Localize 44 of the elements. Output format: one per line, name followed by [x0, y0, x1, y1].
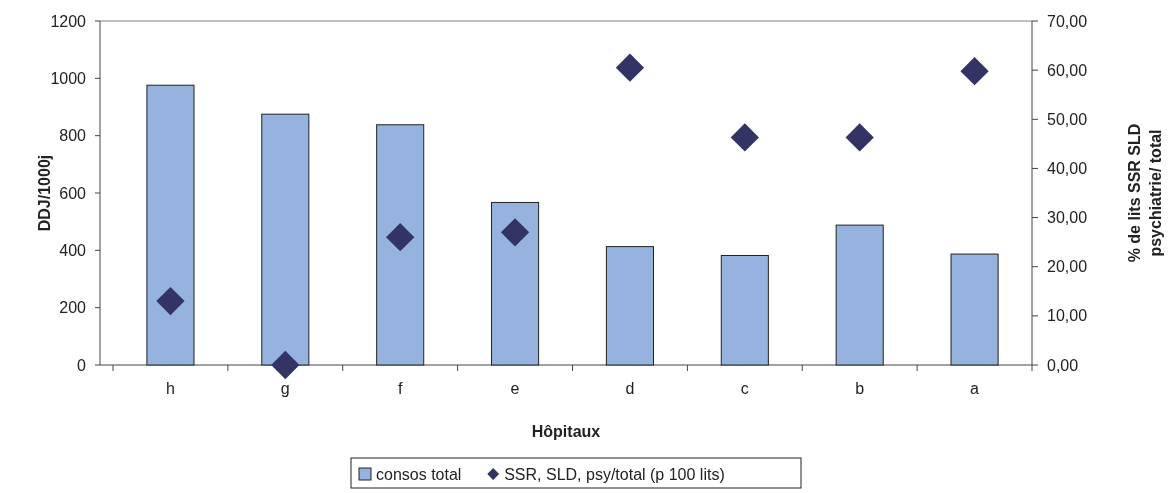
point — [615, 53, 645, 82]
y2-tick-label: 20,00 — [1047, 258, 1088, 276]
point — [500, 218, 530, 247]
point — [156, 286, 185, 316]
point — [730, 123, 759, 152]
x-tick-label: c — [740, 380, 749, 397]
bar — [261, 113, 310, 366]
point — [386, 223, 415, 252]
y-tick-label: 1200 — [50, 12, 87, 30]
legend-label: SSR, SLD, psy/total (p 100 lits) — [504, 465, 725, 483]
y-tick-label: 800 — [59, 127, 87, 145]
point — [960, 56, 989, 86]
x-tick-label: g — [280, 380, 290, 397]
y2-tick-label: 60,00 — [1047, 61, 1088, 79]
y-axis-title: DDJ/1000j — [36, 154, 53, 232]
y-tick-label: 600 — [59, 184, 87, 202]
y2-axis-title: % de lits SSR SLD psychiatrie/ total — [1126, 123, 1165, 263]
point — [845, 123, 874, 152]
y-tick-label: 0 — [77, 356, 87, 374]
y-tick-label: 400 — [59, 241, 87, 259]
bar — [146, 84, 195, 366]
x-axis-title: Hôpitaux — [531, 423, 601, 440]
y-tick-label: 200 — [59, 299, 87, 317]
y2-tick-label: 10,00 — [1047, 307, 1088, 325]
y-tick-label: 1000 — [50, 69, 87, 87]
point — [271, 350, 300, 380]
bar — [376, 124, 425, 366]
bar — [605, 246, 654, 366]
y2-tick-label: 70,00 — [1047, 12, 1088, 30]
y2-tick-label: 0,00 — [1047, 356, 1079, 374]
x-tick-label: d — [625, 380, 635, 397]
x-tick-label: f — [397, 380, 403, 397]
y2-tick-label: 50,00 — [1047, 110, 1088, 128]
x-tick-label: h — [165, 380, 175, 397]
bar — [491, 201, 540, 366]
bar — [950, 253, 999, 366]
bar — [720, 254, 769, 366]
y2-tick-label: 40,00 — [1047, 160, 1088, 178]
bar — [835, 224, 884, 366]
x-tick-label: b — [855, 380, 865, 397]
x-tick-label: a — [970, 380, 980, 397]
y2-tick-label: 30,00 — [1047, 209, 1088, 227]
x-tick-label: e — [510, 380, 520, 397]
legend-label: consos total — [376, 465, 462, 483]
